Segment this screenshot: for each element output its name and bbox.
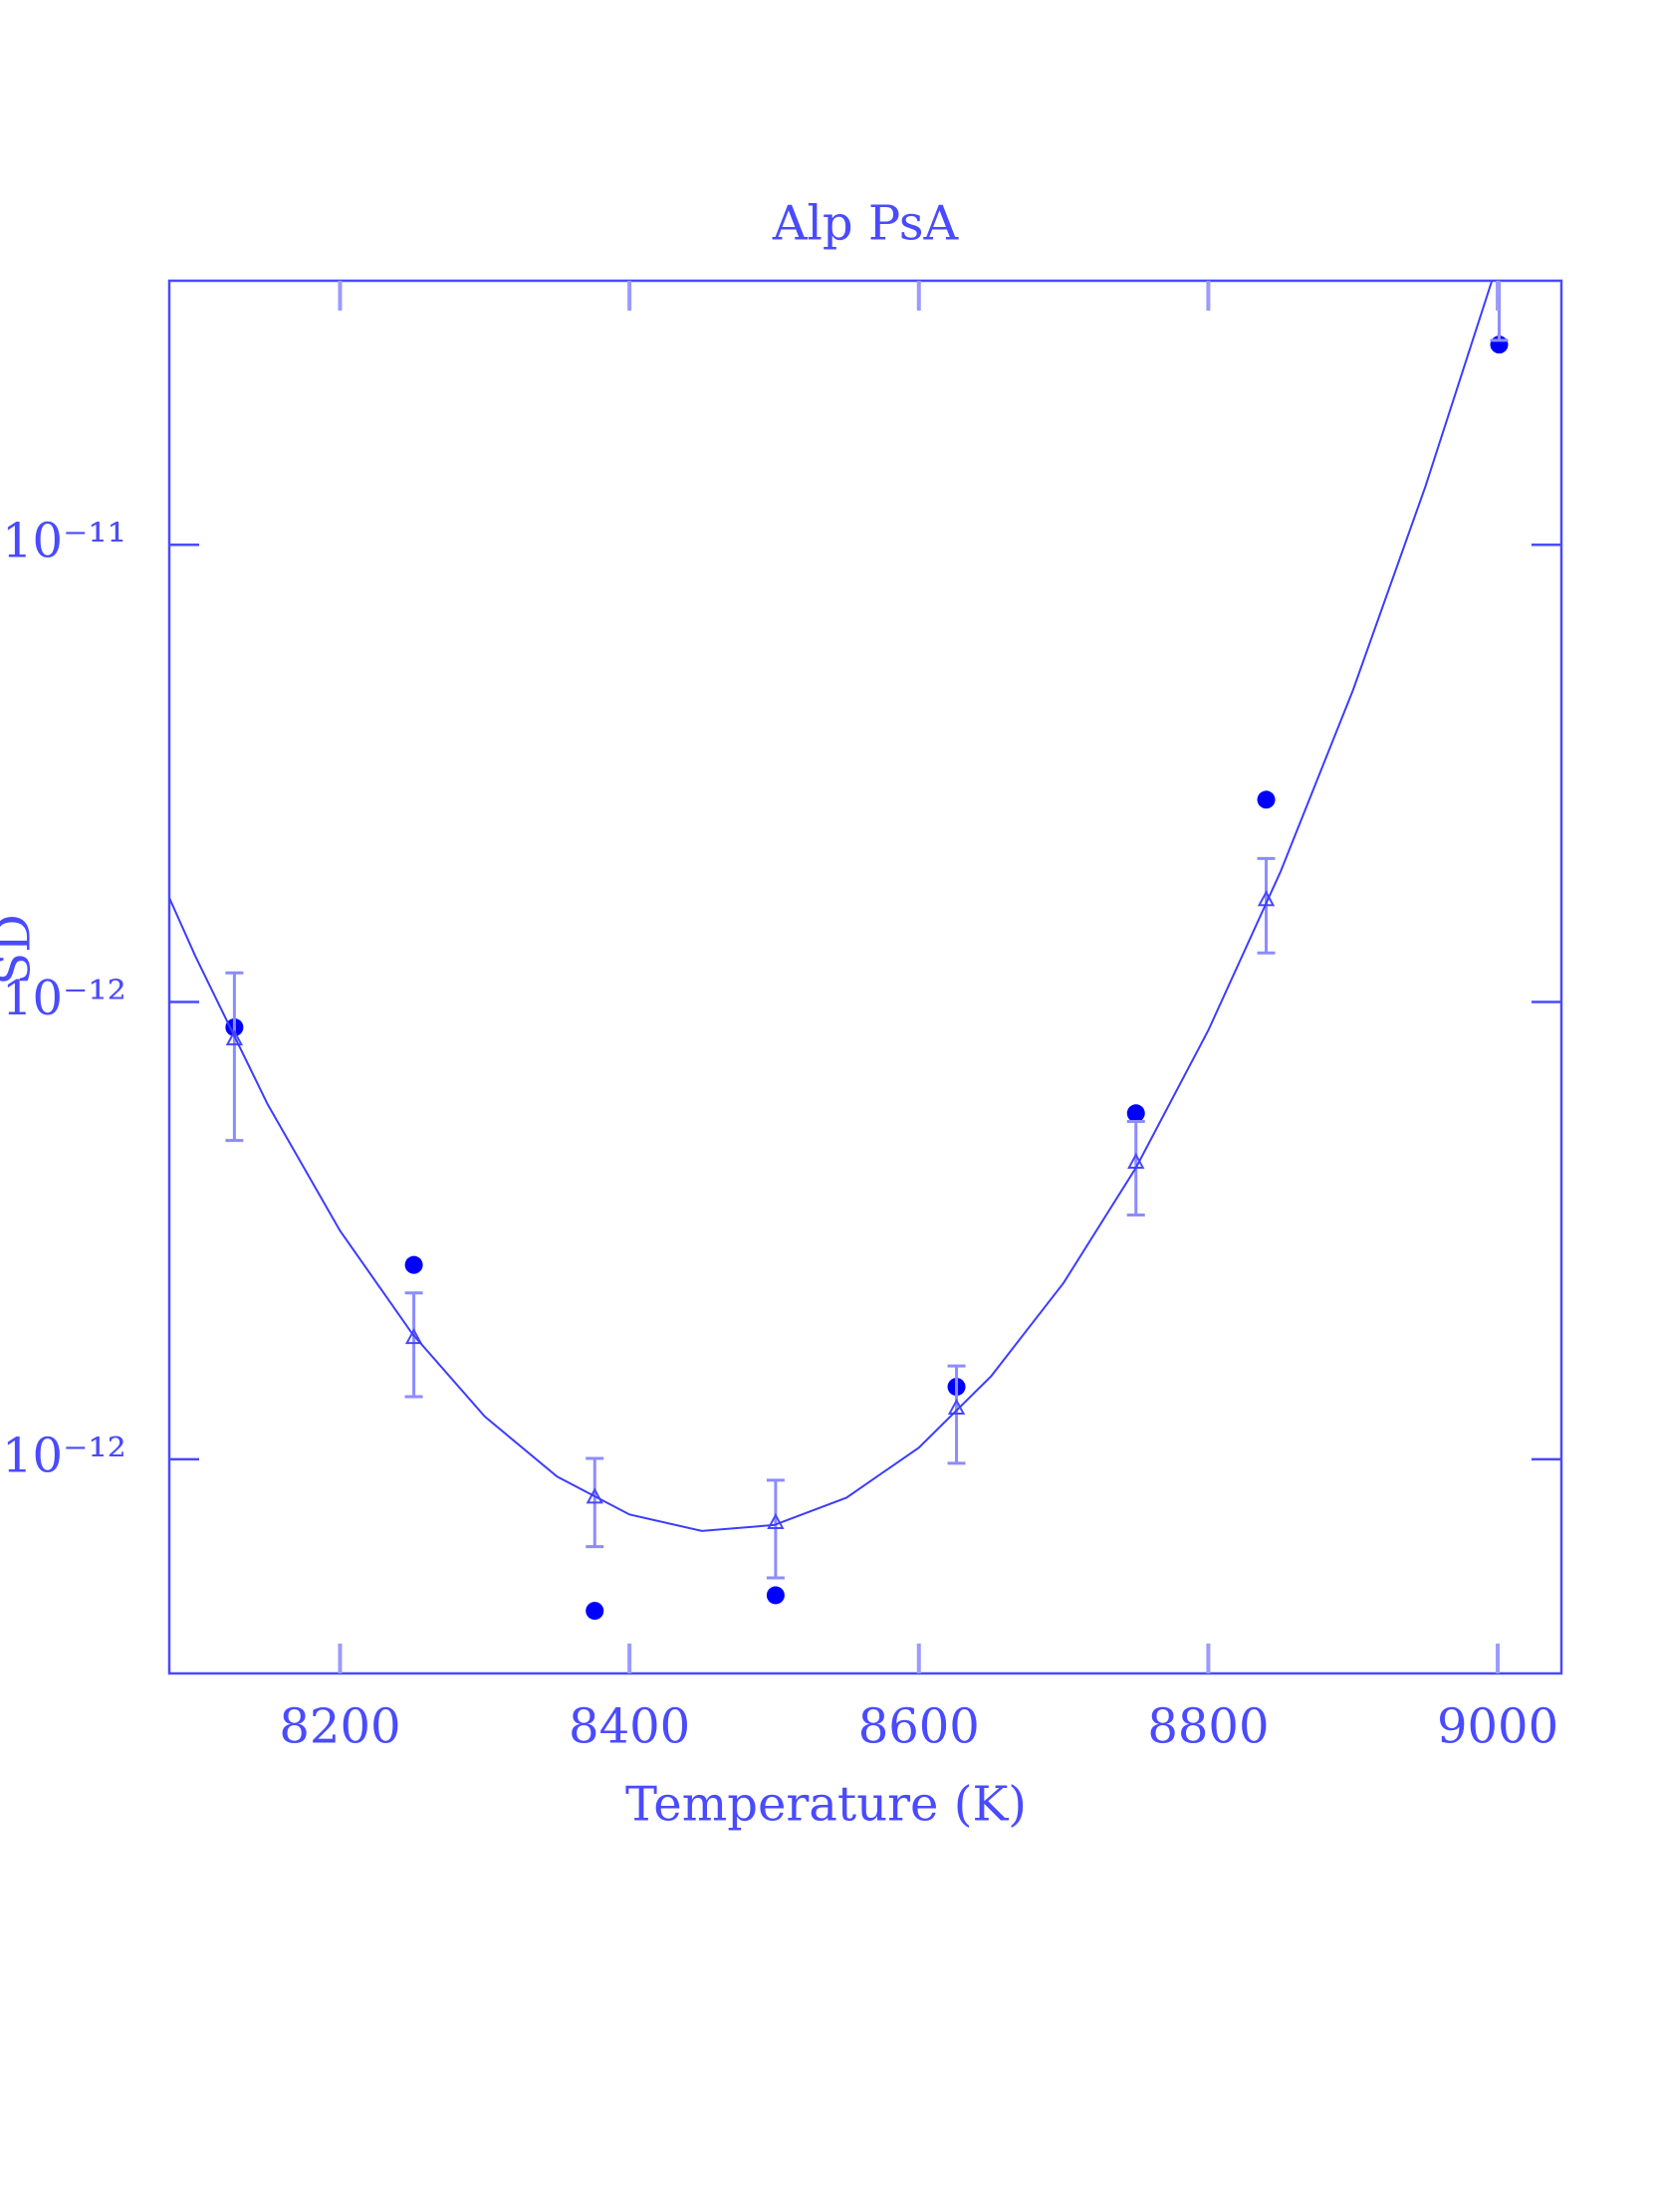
model-point <box>1493 238 1507 251</box>
error-bar <box>1490 281 1509 342</box>
y-tick-label: 10⁻¹² <box>2 971 126 1026</box>
data-point <box>1126 1104 1145 1123</box>
y-tick-label: 10⁻¹² <box>2 1428 126 1483</box>
y-axis-label: SD <box>0 914 42 985</box>
data-point <box>586 1602 604 1621</box>
chart-title: Alp PsA <box>772 196 960 252</box>
data-point <box>766 1586 785 1605</box>
error-bar <box>404 1291 423 1399</box>
model-point <box>404 1328 423 1345</box>
x-tick-label: 9000 <box>1437 1699 1558 1755</box>
x-tick-label: 8200 <box>279 1699 400 1755</box>
data-point <box>1257 790 1276 809</box>
x-axis-label: Temperature (K) <box>625 1777 1027 1833</box>
x-tick-label: 8400 <box>569 1699 690 1755</box>
model-point <box>767 1512 785 1529</box>
plot-frame <box>167 279 1563 1675</box>
x-tick-label: 8800 <box>1147 1699 1269 1755</box>
plot-area <box>169 238 1509 1621</box>
error-bar <box>225 971 244 1143</box>
x-tick-label: 8600 <box>858 1699 980 1755</box>
data-point <box>404 1255 423 1274</box>
fit-curve <box>169 281 1494 1532</box>
y-tick-label: 10⁻¹¹ <box>2 514 126 569</box>
model-point <box>225 1029 244 1046</box>
model-point <box>586 1487 603 1504</box>
